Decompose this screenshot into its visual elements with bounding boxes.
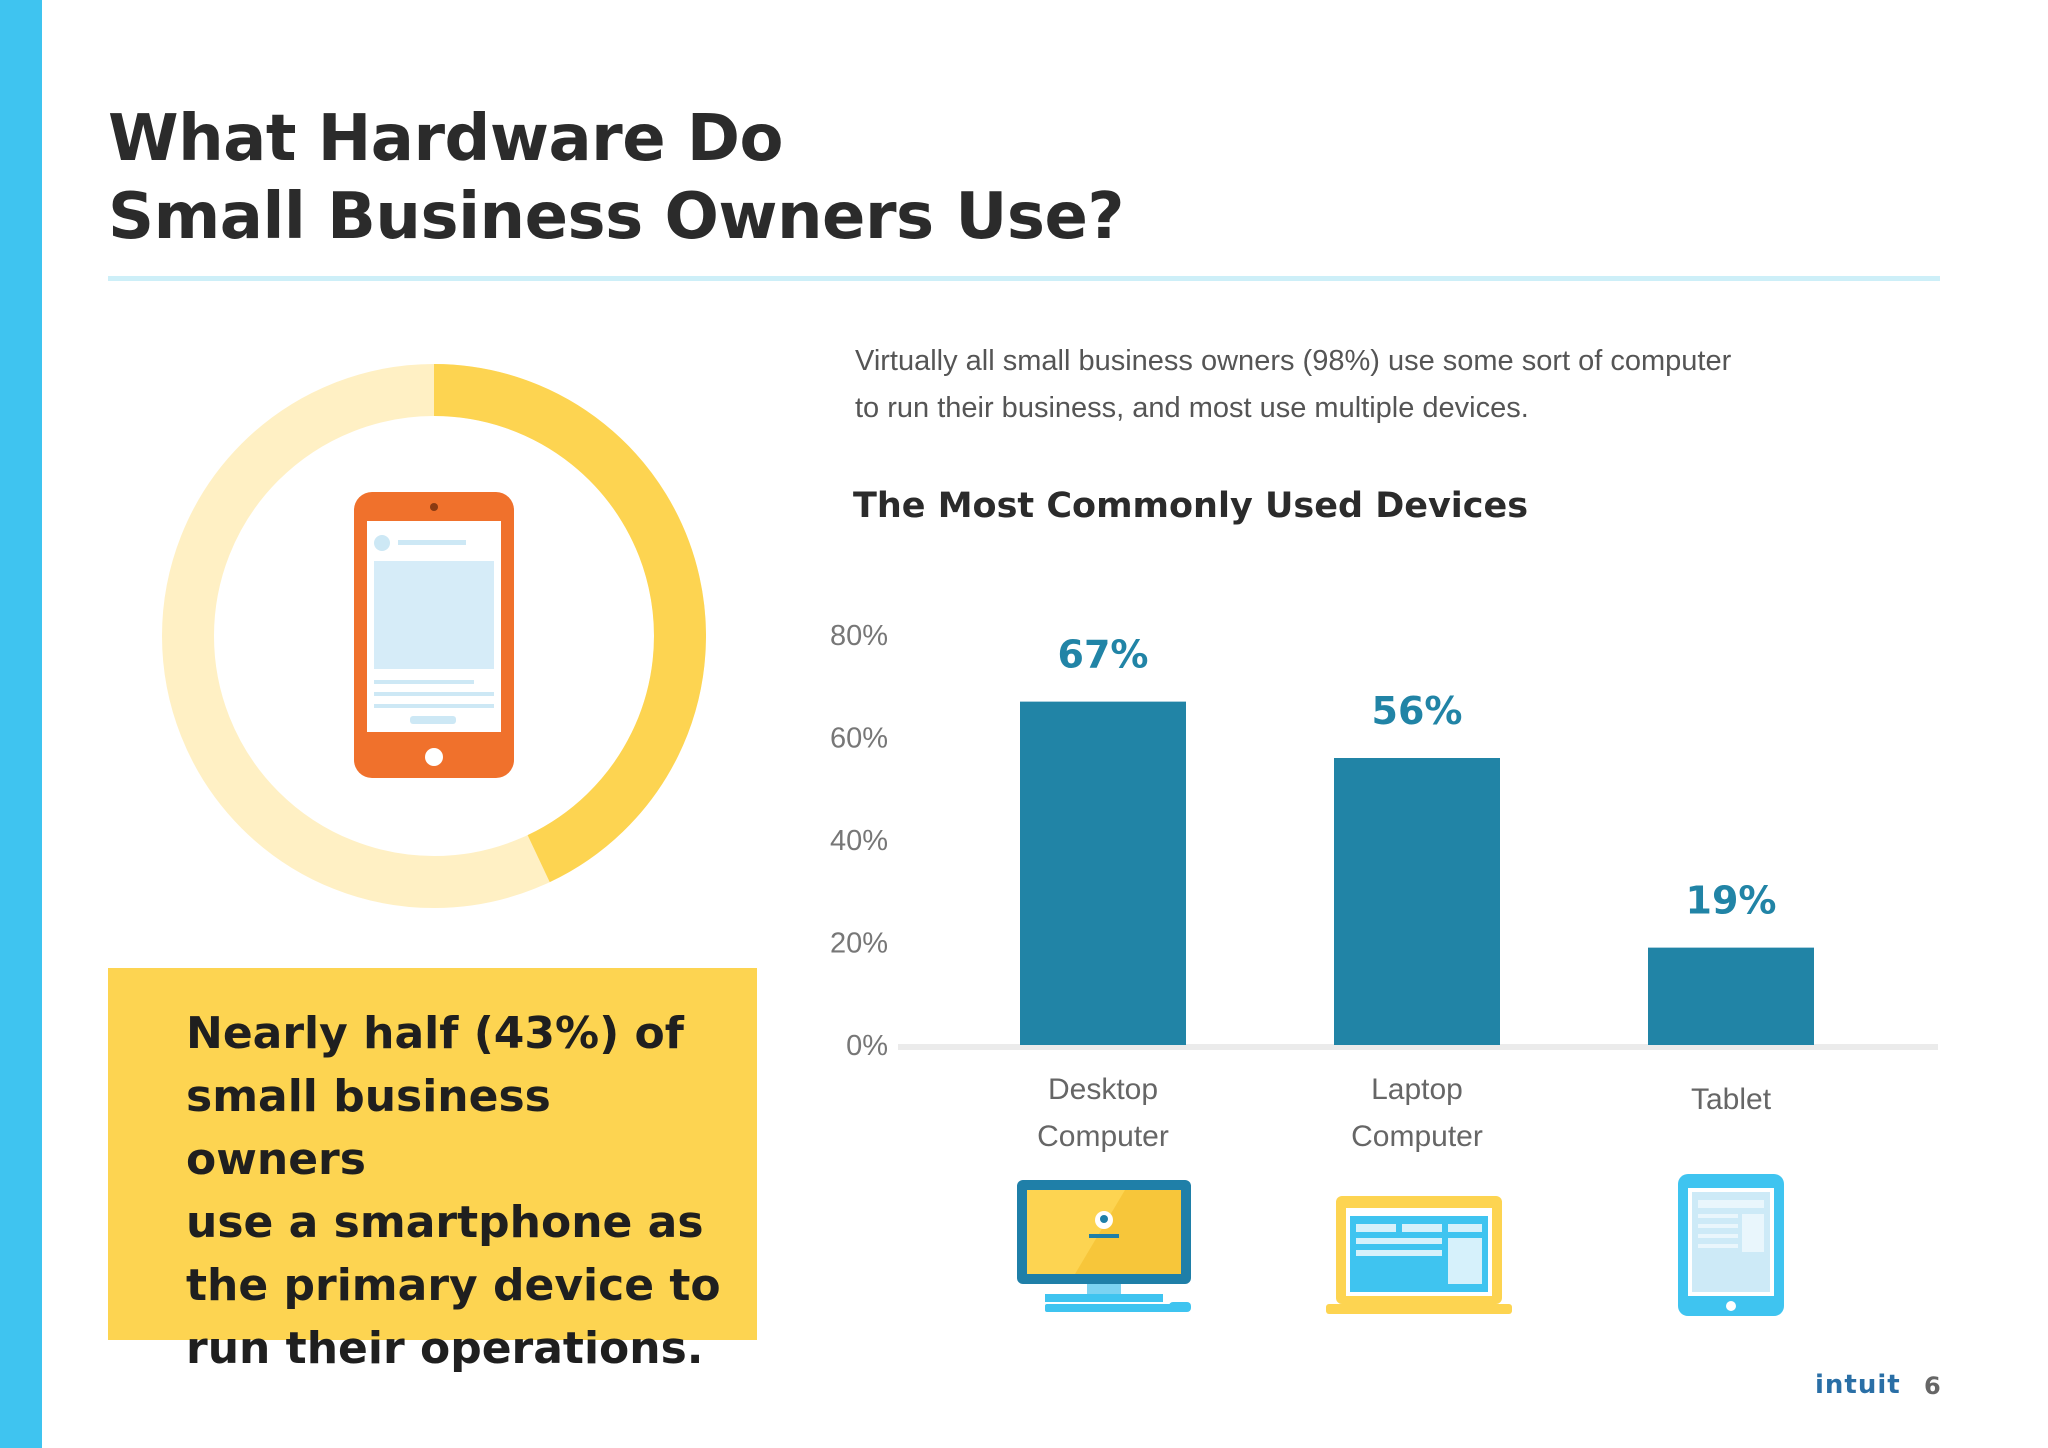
- accent-side-bar: [0, 0, 42, 1448]
- category-label-line: Tablet: [1690, 1083, 1772, 1116]
- bar: [1648, 947, 1814, 1045]
- callout-line: the primary device to: [186, 1260, 721, 1311]
- bar: [1334, 758, 1500, 1045]
- category-label-laptop: Laptop Computer: [1297, 1066, 1537, 1160]
- intro-line-2: to run their business, and most use mult…: [855, 392, 1529, 424]
- desktop-computer-icon: [1017, 1180, 1191, 1312]
- callout-line: run their operations.: [186, 1323, 704, 1374]
- title-line-1: What Hardware Do: [108, 102, 784, 176]
- intro-line-1: Virtually all small business owners (98%…: [855, 345, 1732, 377]
- laptop-computer-icon: [1326, 1196, 1512, 1314]
- category-label-line: Computer: [1351, 1120, 1483, 1153]
- y-tick-label: 20%: [830, 928, 888, 960]
- smartphone-share-donut: [162, 364, 706, 908]
- title-line-2: Small Business Owners Use?: [108, 180, 1124, 254]
- category-label-line: Computer: [1037, 1120, 1169, 1153]
- tablet-icon: [1678, 1174, 1784, 1316]
- bar-value-label: 67%: [1058, 633, 1149, 677]
- bar-value-label: 56%: [1372, 689, 1463, 733]
- category-label-line: Desktop: [1047, 1073, 1159, 1106]
- y-tick-label: 40%: [830, 825, 888, 857]
- x-axis-line: [898, 1044, 1938, 1050]
- callout-line: Nearly half (43%) of: [186, 1008, 684, 1059]
- y-tick-label: 80%: [830, 620, 888, 652]
- intro-paragraph: Virtually all small business owners (98%…: [855, 338, 1855, 432]
- smartphone-icon: [354, 492, 514, 778]
- title-divider: [108, 276, 1940, 281]
- category-label-tablet: Tablet: [1611, 1076, 1851, 1123]
- category-label-desktop: Desktop Computer: [983, 1066, 1223, 1160]
- smartphone-callout-box: Nearly half (43%) of small business owne…: [108, 968, 757, 1374]
- chart-title: The Most Commonly Used Devices: [853, 486, 1529, 526]
- donut-filled-arc: [433, 364, 706, 883]
- intuit-logo: intuit: [1815, 1370, 1901, 1400]
- callout-line: use a smartphone as: [186, 1197, 704, 1248]
- callout-line: small business owners: [186, 1071, 551, 1185]
- callout-text: Nearly half (43%) of small business owne…: [186, 1002, 746, 1380]
- y-tick-label: 60%: [830, 723, 888, 755]
- page-number: 6: [1924, 1372, 1941, 1400]
- bar: [1020, 701, 1186, 1045]
- devices-bar-chart: 0% 20% 40% 60% 80% 67% 56% 19%: [830, 620, 1938, 1062]
- category-label-line: Laptop: [1371, 1073, 1463, 1106]
- bar-value-label: 19%: [1686, 879, 1777, 923]
- y-tick-label: 0%: [846, 1030, 888, 1062]
- page-title: What Hardware Do Small Business Owners U…: [108, 100, 1124, 256]
